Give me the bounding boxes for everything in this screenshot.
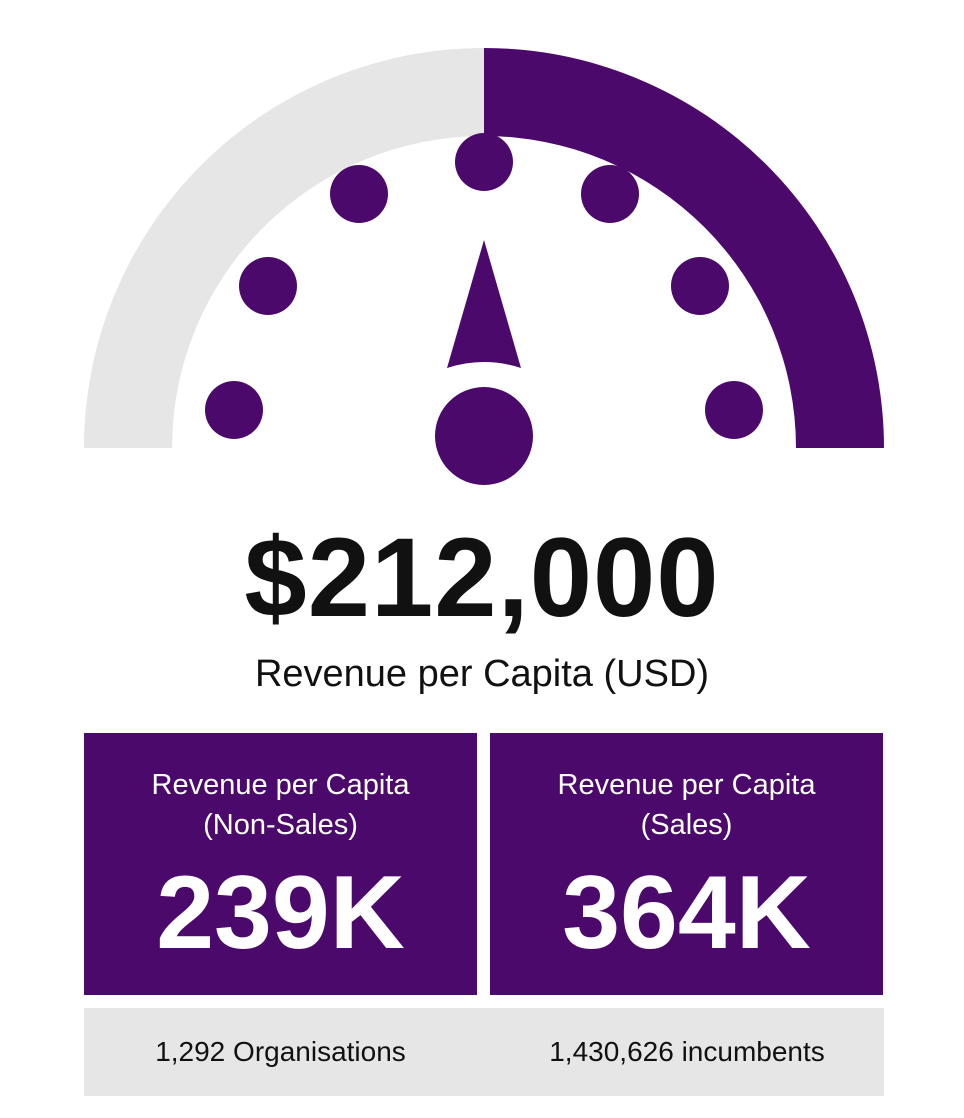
revenue-per-capita-label: Revenue per Capita (USD) xyxy=(254,653,710,695)
gauge-tick-dot xyxy=(705,381,763,439)
gauge-tick-dot xyxy=(671,257,729,315)
gauge-tick-dot xyxy=(239,257,297,315)
gauge-track xyxy=(84,48,484,448)
gauge-tick-dot xyxy=(455,133,513,191)
non-sales-card-value: 239K xyxy=(156,855,405,971)
gauge-tick-dot xyxy=(330,165,388,223)
sales-card: Revenue per Capita (Sales) 364K xyxy=(490,733,883,995)
revenue-per-capita-value: $212,000 xyxy=(244,515,720,640)
organisations-count: 1,292 Organisations xyxy=(155,1036,406,1067)
non-sales-card-label: Revenue per Capita (Non-Sales) xyxy=(151,769,410,841)
speedometer-gauge xyxy=(84,48,884,485)
gauge-fill xyxy=(484,48,884,448)
sales-card-value: 364K xyxy=(562,855,811,971)
gauge-needle xyxy=(447,240,521,368)
non-sales-card: Revenue per Capita (Non-Sales) 239K xyxy=(84,733,477,995)
footer-bar: 1,292 Organisations 1,430,626 incumbents xyxy=(84,1008,884,1096)
sales-card-label: Revenue per Capita (Sales) xyxy=(557,769,816,841)
gauge-tick-dot xyxy=(581,165,639,223)
incumbents-count: 1,430,626 incumbents xyxy=(549,1036,825,1067)
gauge-hub xyxy=(435,387,533,485)
gauge-tick-dot xyxy=(205,381,263,439)
